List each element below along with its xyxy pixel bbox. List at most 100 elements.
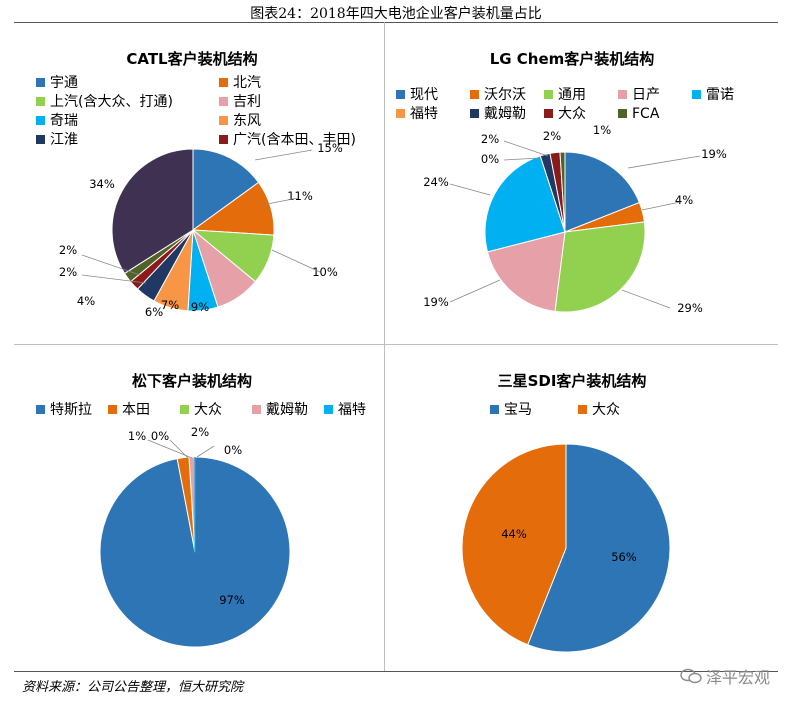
data-label: 19% — [701, 147, 727, 161]
leader-line — [641, 201, 681, 211]
leader-line — [147, 439, 193, 459]
figure-title: 图表24：2018年四大电池企业客户装机量占比 — [250, 6, 542, 22]
data-label: 2% — [191, 425, 209, 439]
leader-line — [81, 274, 147, 284]
legend-item: 现代 — [396, 87, 438, 103]
legend-item: 大众 — [544, 106, 586, 122]
legend-label: 宝马 — [504, 402, 532, 418]
data-label: 2% — [481, 132, 499, 146]
legend-label: 大众 — [558, 106, 586, 122]
data-label: 29% — [677, 301, 703, 315]
legend-item: 戴姆勒 — [470, 106, 526, 122]
pie-slices — [461, 443, 671, 653]
legend-swatch — [692, 90, 701, 99]
legend-swatch — [544, 109, 553, 118]
legend-item: 沃尔沃 — [470, 87, 526, 103]
data-label: 97% — [219, 593, 245, 607]
legend-item: 东风 — [219, 113, 261, 129]
legend-item: 雷诺 — [692, 87, 734, 103]
leader-line — [196, 445, 215, 458]
legend-label: 福特 — [410, 106, 438, 122]
legend-label: 雷诺 — [706, 87, 734, 103]
legend-label: 东风 — [233, 113, 261, 129]
legend-swatch — [252, 405, 261, 414]
pie-slice — [564, 151, 641, 233]
data-label: 34% — [89, 177, 115, 191]
leader-line — [449, 279, 501, 303]
legend-label: 奇瑞 — [50, 112, 78, 129]
data-label: 15% — [317, 141, 343, 155]
legend-swatch — [470, 109, 479, 118]
data-label: 4% — [77, 294, 95, 308]
legend-swatch — [470, 90, 479, 99]
legend-label: 上汽(含大众、打通) — [50, 93, 173, 110]
data-label: 6% — [145, 305, 163, 319]
data-label: 7% — [161, 298, 179, 312]
legend-item: FCA — [618, 106, 660, 122]
legend-swatch — [578, 405, 587, 414]
legend-label: 江淮 — [50, 132, 78, 148]
leader-line — [503, 157, 541, 161]
legend-swatch — [180, 405, 189, 414]
legend-item: 吉利 — [219, 94, 261, 110]
legend-swatch — [396, 90, 405, 99]
legend-label: FCA — [632, 106, 660, 122]
legend-swatch — [36, 78, 45, 87]
data-label: 44% — [501, 527, 527, 541]
legend-label: 戴姆勒 — [266, 402, 308, 418]
legend-swatch — [108, 405, 117, 414]
pie-slice — [192, 148, 260, 231]
legend-item: 本田 — [108, 402, 150, 418]
legend-swatch — [36, 116, 45, 125]
chart-title: 松下客户装机结构 — [132, 372, 252, 390]
legend-label: 戴姆勒 — [484, 106, 526, 122]
data-label: 10% — [312, 265, 338, 279]
data-label: 19% — [423, 295, 449, 309]
legend-swatch — [219, 135, 228, 144]
legend-label: 大众 — [194, 402, 222, 418]
leader-line — [627, 155, 701, 169]
source-note: 资料来源：公司公告整理，恒大研究院 — [22, 680, 244, 695]
pie-slices — [111, 148, 275, 312]
bottom-rule — [14, 671, 778, 672]
legend-label: 日产 — [632, 87, 660, 103]
legend-label: 本田 — [122, 402, 150, 418]
pie-slice — [111, 148, 194, 275]
leader-line — [621, 289, 671, 309]
data-label: 24% — [423, 175, 449, 189]
legend-label: 北汽 — [233, 75, 261, 91]
data-label: 11% — [287, 189, 313, 203]
pie-slice — [559, 151, 566, 233]
data-label: 2% — [59, 265, 77, 279]
data-label: 2% — [543, 129, 561, 143]
legend-label: 特斯拉 — [50, 402, 92, 418]
leader-line — [503, 140, 549, 157]
legend-label: 宇通 — [50, 75, 78, 91]
pie-slices — [99, 456, 291, 648]
legend-item: 江淮 — [36, 132, 78, 148]
pie-slices — [484, 151, 646, 313]
data-label: 1% — [593, 123, 611, 137]
data-label: 2% — [59, 243, 77, 257]
legend-swatch — [396, 109, 405, 118]
legend-label: 吉利 — [233, 94, 261, 110]
legend-item: 广汽(含本田、丰田) — [219, 132, 356, 148]
legend-item: 戴姆勒 — [252, 402, 308, 418]
legend-item: 通用 — [544, 87, 586, 103]
pie-slice — [484, 155, 566, 253]
legend-item: 大众 — [180, 402, 222, 418]
legend-swatch — [219, 78, 228, 87]
legend-item: 日产 — [618, 87, 660, 103]
data-label: 9% — [191, 300, 209, 314]
legend-label: 通用 — [558, 87, 586, 103]
legend-item: 宝马 — [490, 402, 532, 418]
watermark-text: 泽平宏观 — [705, 668, 770, 687]
legend-swatch — [36, 135, 45, 144]
data-label: 4% — [675, 193, 693, 207]
legend-item: 特斯拉 — [36, 402, 92, 418]
